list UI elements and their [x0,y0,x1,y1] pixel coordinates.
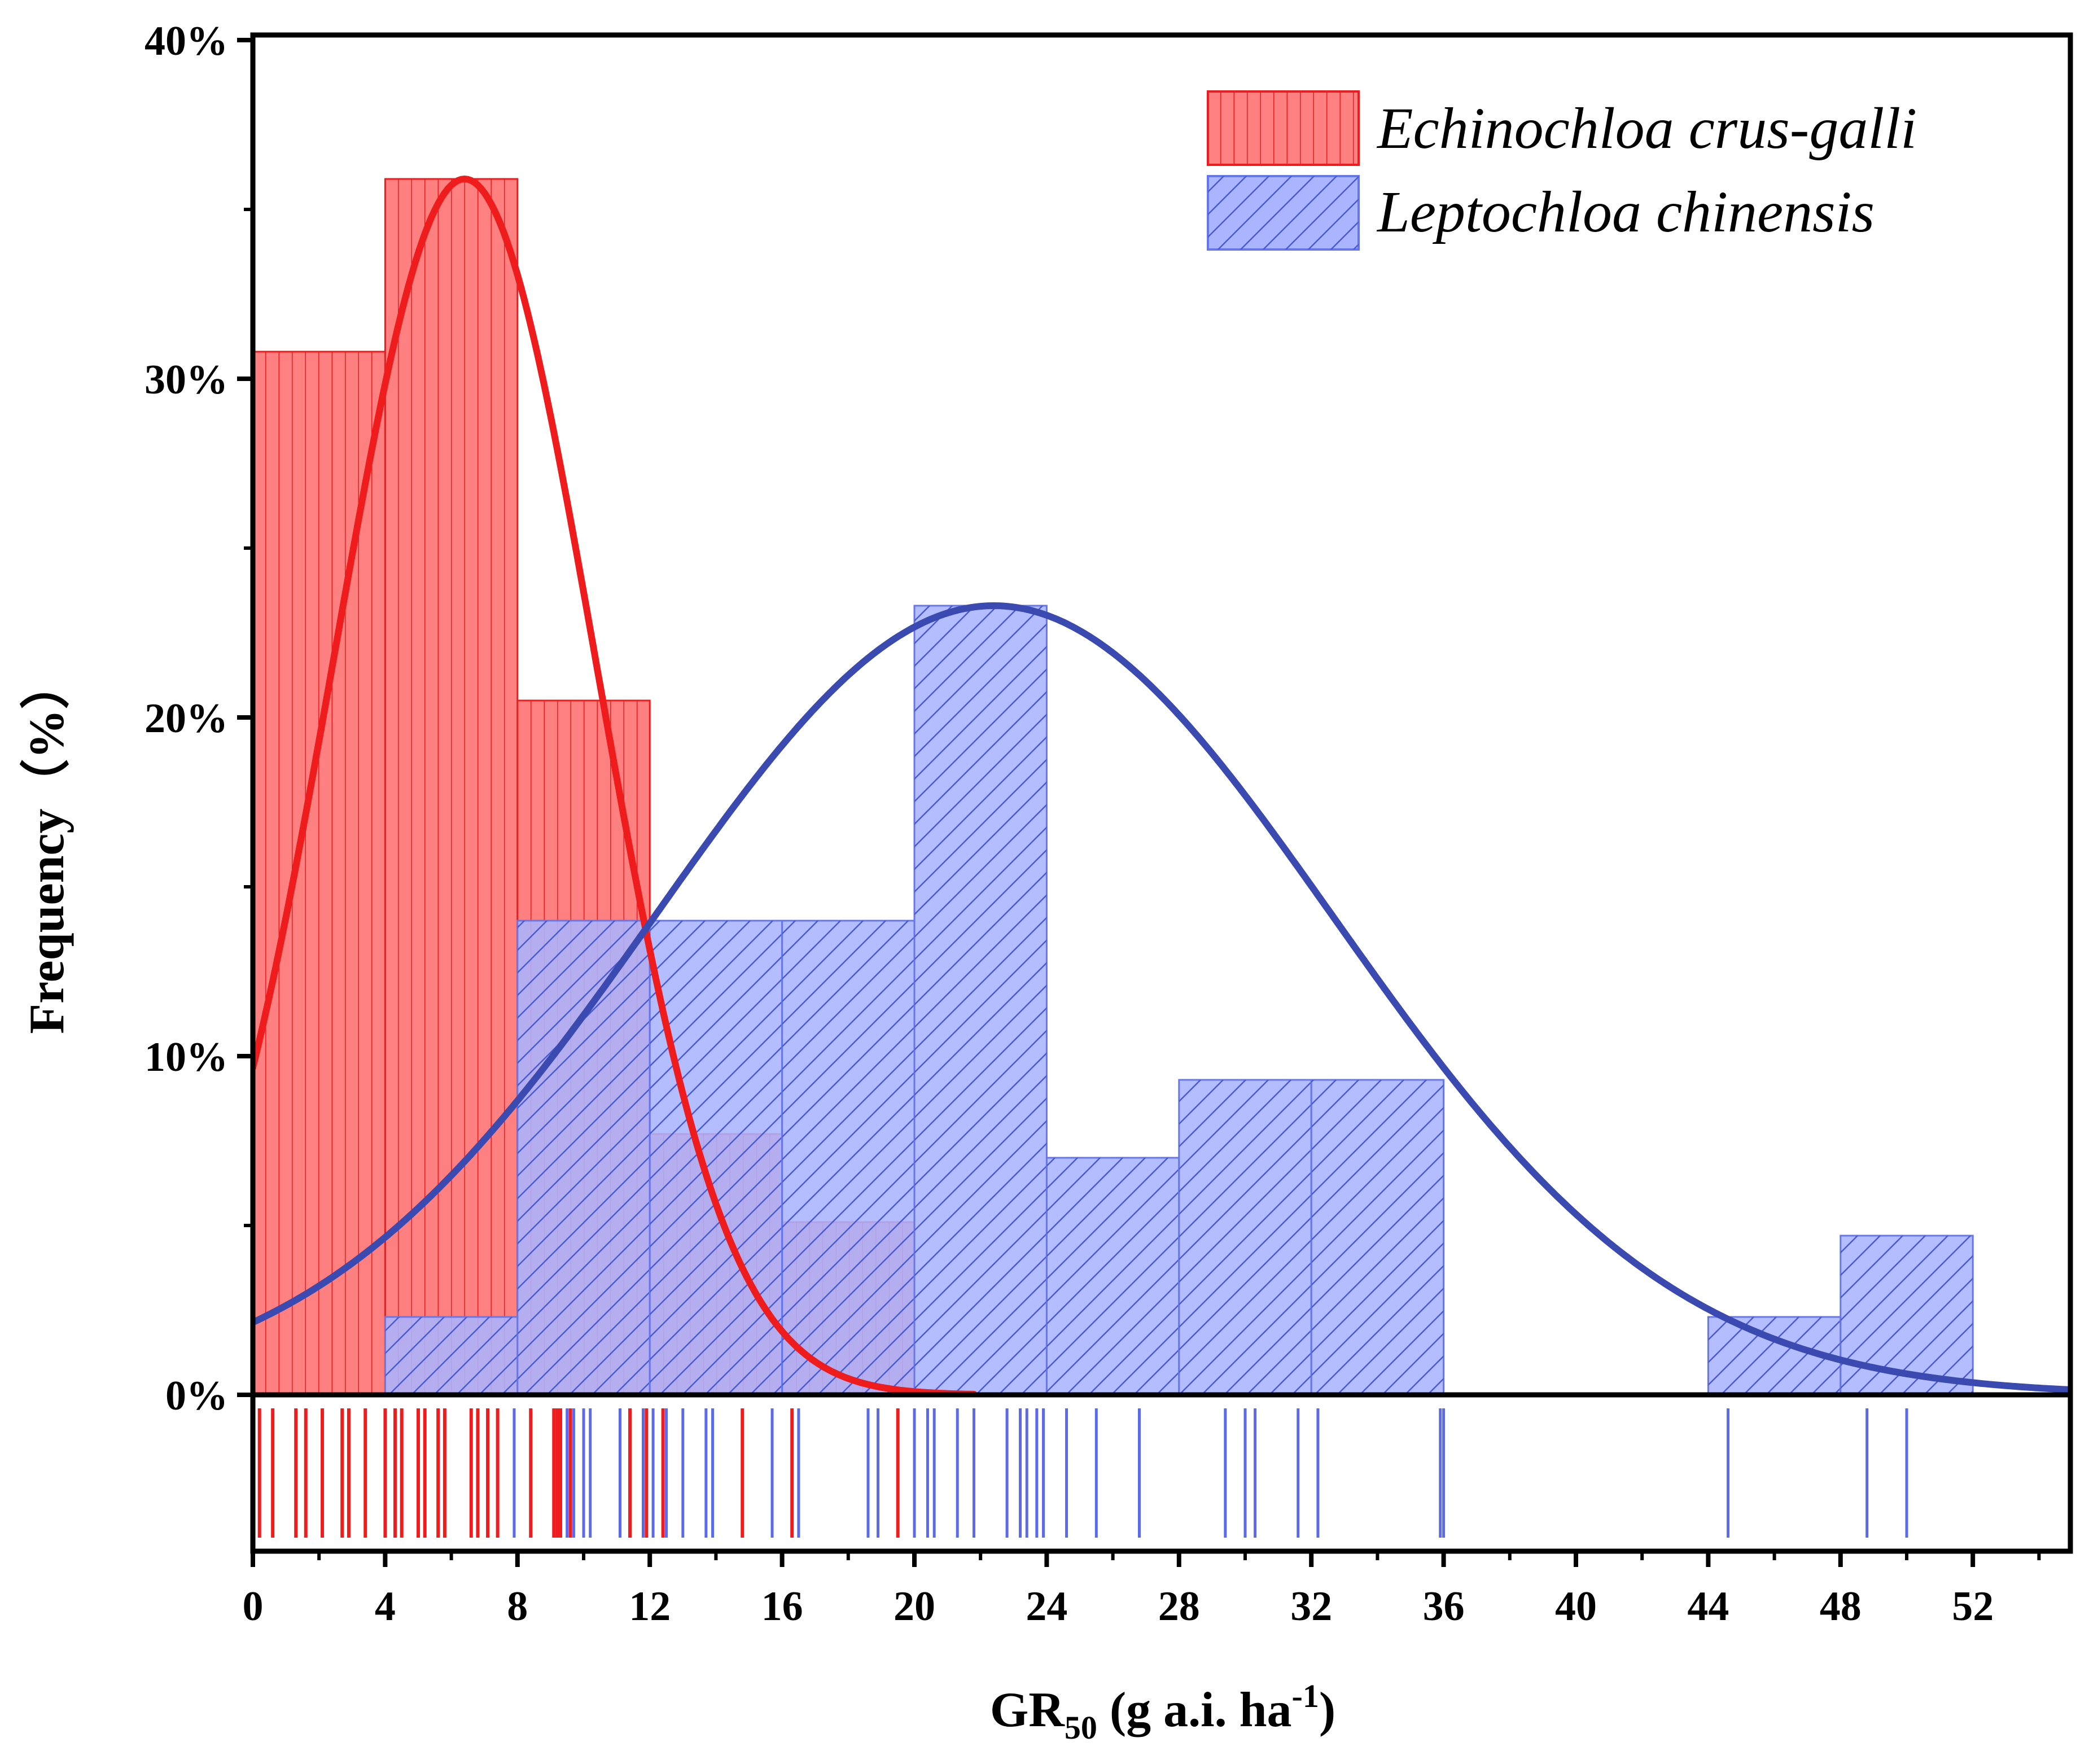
y-axis-title: Frequency（%） [20,659,75,1034]
x-axis-title-sup: -1 [1292,1678,1319,1714]
legend-label-echinochloa: Echinochloa crus-galli [1376,96,1917,161]
x-tick-label: 4 [375,1583,396,1630]
bar-leptochloa-hatch [782,921,914,1395]
y-tick-label: 0% [165,1373,228,1419]
fit-curve-echinochloa [253,175,978,1395]
x-axis-title-close: ) [1319,1683,1335,1737]
y-tick-label: 10% [144,1034,228,1080]
legend-item-echinochloa: Echinochloa crus-galli [1207,90,1917,166]
legend-swatch-leptochloa-hatch [1208,176,1359,250]
x-tick-label: 0 [243,1583,264,1630]
x-axis-title-main: GR [990,1683,1065,1737]
bar-leptochloa-hatch [1179,1080,1312,1395]
x-tick-label: 28 [1158,1583,1200,1630]
legend: Echinochloa crus-galli Leptochloa chinen… [1207,90,1917,251]
x-axis-title: GR50 (g a.i. ha-1) [990,1678,1335,1746]
y-tick-label: 20% [144,695,228,742]
y-tick-label: 30% [144,357,228,403]
x-tick-label: 8 [507,1583,528,1630]
x-tick-label: 32 [1290,1583,1332,1630]
legend-swatch-echinochloa-hatch [1208,91,1359,165]
x-tick-label: 44 [1687,1583,1729,1630]
x-tick-label: 52 [1952,1583,1994,1630]
rug-frame [250,1392,2073,1554]
x-tick-label: 24 [1026,1583,1067,1630]
fit-curve-leptochloa [253,602,2070,1393]
x-tick-label: 16 [761,1583,803,1630]
bar-leptochloa-hatch [1046,1158,1179,1395]
x-tick-label: 48 [1820,1583,1862,1630]
legend-item-leptochloa: Leptochloa chinensis [1207,175,1875,251]
x-tick-label: 36 [1423,1583,1465,1630]
x-tick-label: 20 [894,1583,935,1630]
bar-leptochloa-hatch [1311,1080,1444,1395]
x-tick-label: 12 [629,1583,671,1630]
bar-leptochloa-hatch [385,1317,518,1395]
bar-leptochloa-hatch [650,921,782,1395]
bar-leptochloa-hatch [914,606,1047,1395]
y-tick-label: 40% [144,18,228,64]
x-tick-label: 40 [1555,1583,1597,1630]
bar-echinochloa-hatch [253,352,386,1395]
legend-label-leptochloa: Leptochloa chinensis [1376,180,1875,244]
bar-echinochloa-hatch [385,179,518,1395]
bar-leptochloa-hatch [517,921,650,1395]
x-axis-title-unit: (g a.i. ha [1097,1683,1292,1737]
x-axis-title-sub: 50 [1065,1709,1097,1746]
